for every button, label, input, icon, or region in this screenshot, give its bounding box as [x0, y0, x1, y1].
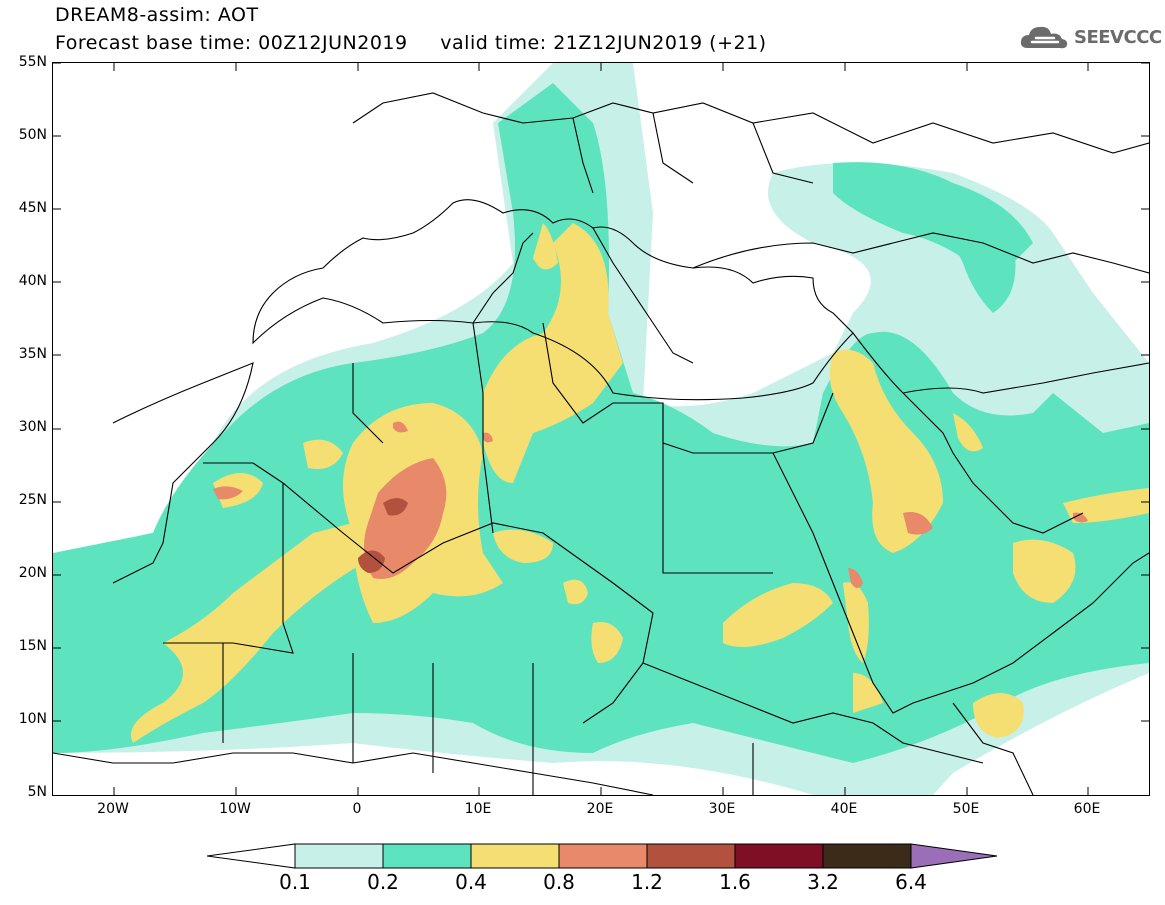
colorbar-bin-3: [470, 843, 560, 869]
lat-label-10n: 10N: [18, 711, 47, 727]
aot-contour-1.2: [358, 498, 408, 573]
map-area[interactable]: [52, 62, 1150, 796]
colorbar-bin-1: [294, 843, 384, 869]
lat-label-5n: 5N: [27, 784, 47, 800]
colorbar-bin-7: [822, 843, 912, 869]
colorbar-label-0.2: 0.2: [367, 870, 399, 894]
lat-label-55n: 55N: [18, 54, 47, 70]
colorbar-upper-arrow: [910, 843, 998, 869]
seevccc-logo: SEEVCCC: [1018, 22, 1162, 52]
lon-label-50e: 50E: [952, 801, 980, 817]
colorbar-label-1.6: 1.6: [719, 870, 751, 894]
lat-label-15n: 15N: [18, 638, 47, 654]
aot-contour-0.8: [213, 421, 1088, 588]
country-borders: [53, 92, 1149, 795]
lat-label-45n: 45N: [18, 200, 47, 216]
lat-label-20n: 20N: [18, 565, 47, 581]
lon-label-20e: 20E: [586, 801, 614, 817]
lat-label-25n: 25N: [18, 492, 47, 508]
lon-label-0: 0: [352, 801, 362, 817]
colorbar-label-1.2: 1.2: [631, 870, 663, 894]
forecast-times: Forecast base time: 00Z12JUN2019 valid t…: [55, 32, 767, 54]
colorbar-bin-2: [382, 843, 472, 869]
logo-text: SEEVCCC: [1074, 26, 1162, 48]
aot-colorbar: [207, 843, 998, 869]
cloud-icon: [1020, 26, 1068, 49]
colorbar-label-3.2: 3.2: [807, 870, 839, 894]
colorbar-bin-6: [734, 843, 824, 869]
colorbar-bin-4: [558, 843, 648, 869]
aot-field: [53, 63, 1149, 795]
colorbar-label-0.8: 0.8: [543, 870, 575, 894]
lat-label-35n: 35N: [18, 346, 47, 362]
lat-label-40n: 40N: [18, 273, 47, 289]
aot-contour-0.2: [53, 83, 1149, 763]
colorbar-label-0.4: 0.4: [455, 870, 487, 894]
lat-label-50n: 50N: [18, 127, 47, 143]
colorbar-label-0.1: 0.1: [279, 870, 311, 894]
colorbar-bin-5: [646, 843, 736, 869]
map-title: DREAM8-assim: AOT: [55, 4, 259, 26]
aot-contour-0.4: [131, 223, 1149, 743]
lon-label-30e: 30E: [708, 801, 736, 817]
graticule: [53, 63, 1149, 795]
colorbar-lower-arrow: [207, 843, 296, 869]
lon-label-20w: 20W: [97, 801, 129, 817]
colorbar-label-6.4: 6.4: [895, 870, 927, 894]
lon-label-40e: 40E: [830, 801, 858, 817]
lon-label-60e: 60E: [1073, 801, 1101, 817]
lon-label-10e: 10E: [464, 801, 492, 817]
lon-label-10w: 10W: [219, 801, 251, 817]
lat-label-30n: 30N: [18, 419, 47, 435]
